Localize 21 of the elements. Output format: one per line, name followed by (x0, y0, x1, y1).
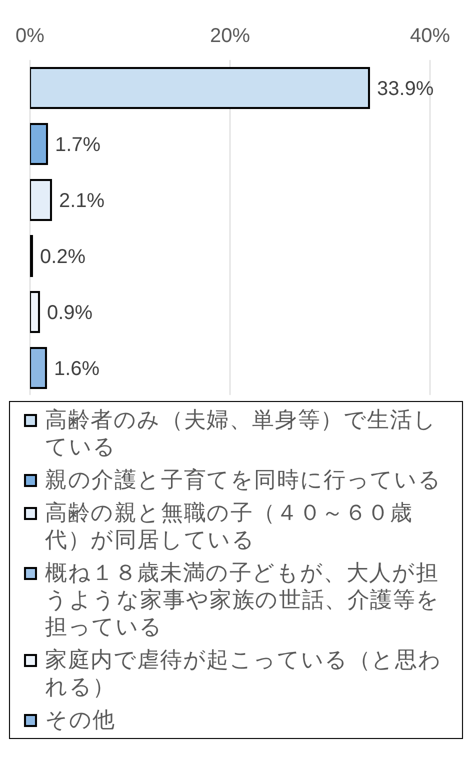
legend-label: 高齢者のみ（夫婦、単身等）で生活している (45, 407, 438, 461)
x-tick-label: 40% (410, 25, 450, 47)
data-label: 0.2% (40, 246, 86, 268)
data-label: 33.9% (377, 78, 434, 100)
legend-label: 高齢の親と無職の子（４０～６０歳代）が同居している (45, 500, 414, 554)
data-label: 2.1% (59, 190, 105, 212)
bar (30, 291, 40, 333)
data-label: 0.9% (47, 302, 93, 324)
legend-label: その他 (45, 707, 116, 734)
bar (30, 179, 52, 221)
legend-label: 親の介護と子育てを同時に行っている (45, 467, 443, 494)
data-label: 1.6% (54, 358, 100, 380)
bar (30, 235, 33, 277)
legend-label: 家庭内で虐待が起こっている（と思われる） (45, 647, 443, 701)
data-label: 1.7% (55, 134, 101, 156)
x-tick-label: 0% (16, 25, 45, 47)
legend-label: 概ね１８歳未満の子どもが、大人が担うような家事や家族の世話、介護等を担っている (45, 560, 441, 641)
x-tick-label: 20% (210, 25, 250, 47)
bar (30, 123, 48, 165)
bar (30, 347, 47, 389)
bar (30, 67, 370, 109)
